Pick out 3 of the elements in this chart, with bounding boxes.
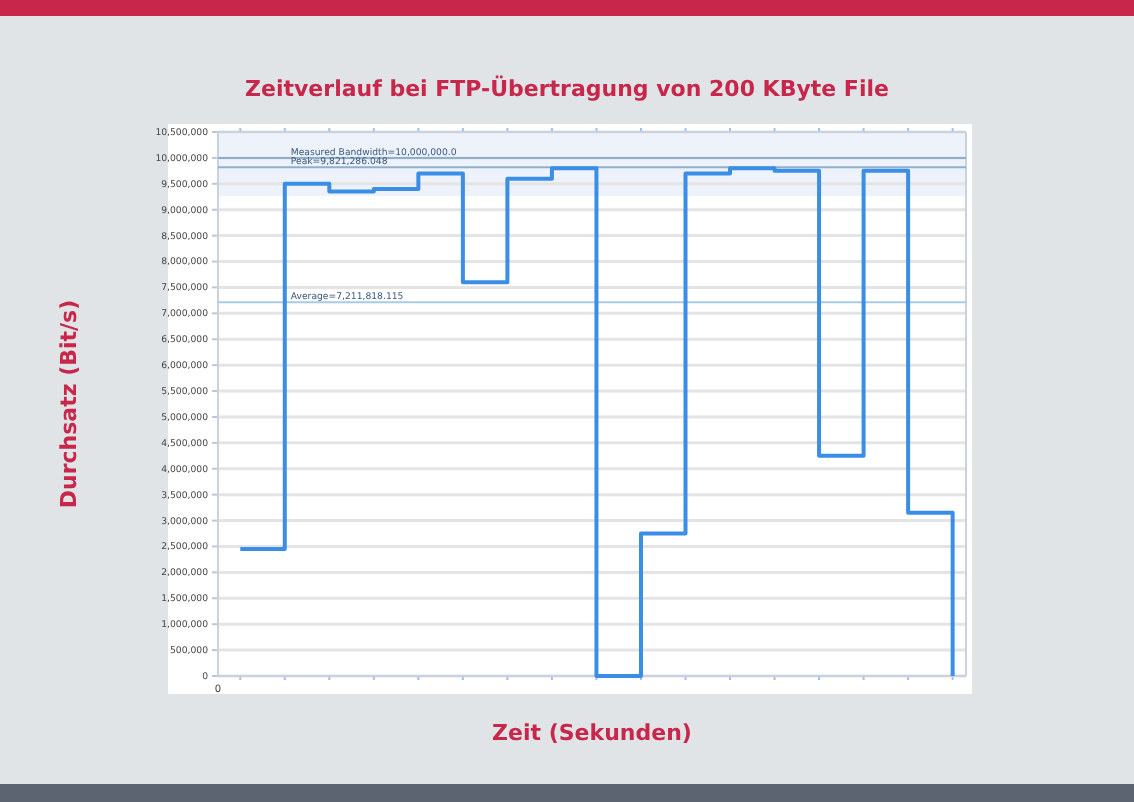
chart-title: Zeitverlauf bei FTP-Übertragung von 200 KByte File xyxy=(245,74,889,102)
x-axis-title: Zeit (Sekunden) xyxy=(492,720,692,746)
y-axis-title: Durchsatz (Bit/s) xyxy=(56,299,82,509)
